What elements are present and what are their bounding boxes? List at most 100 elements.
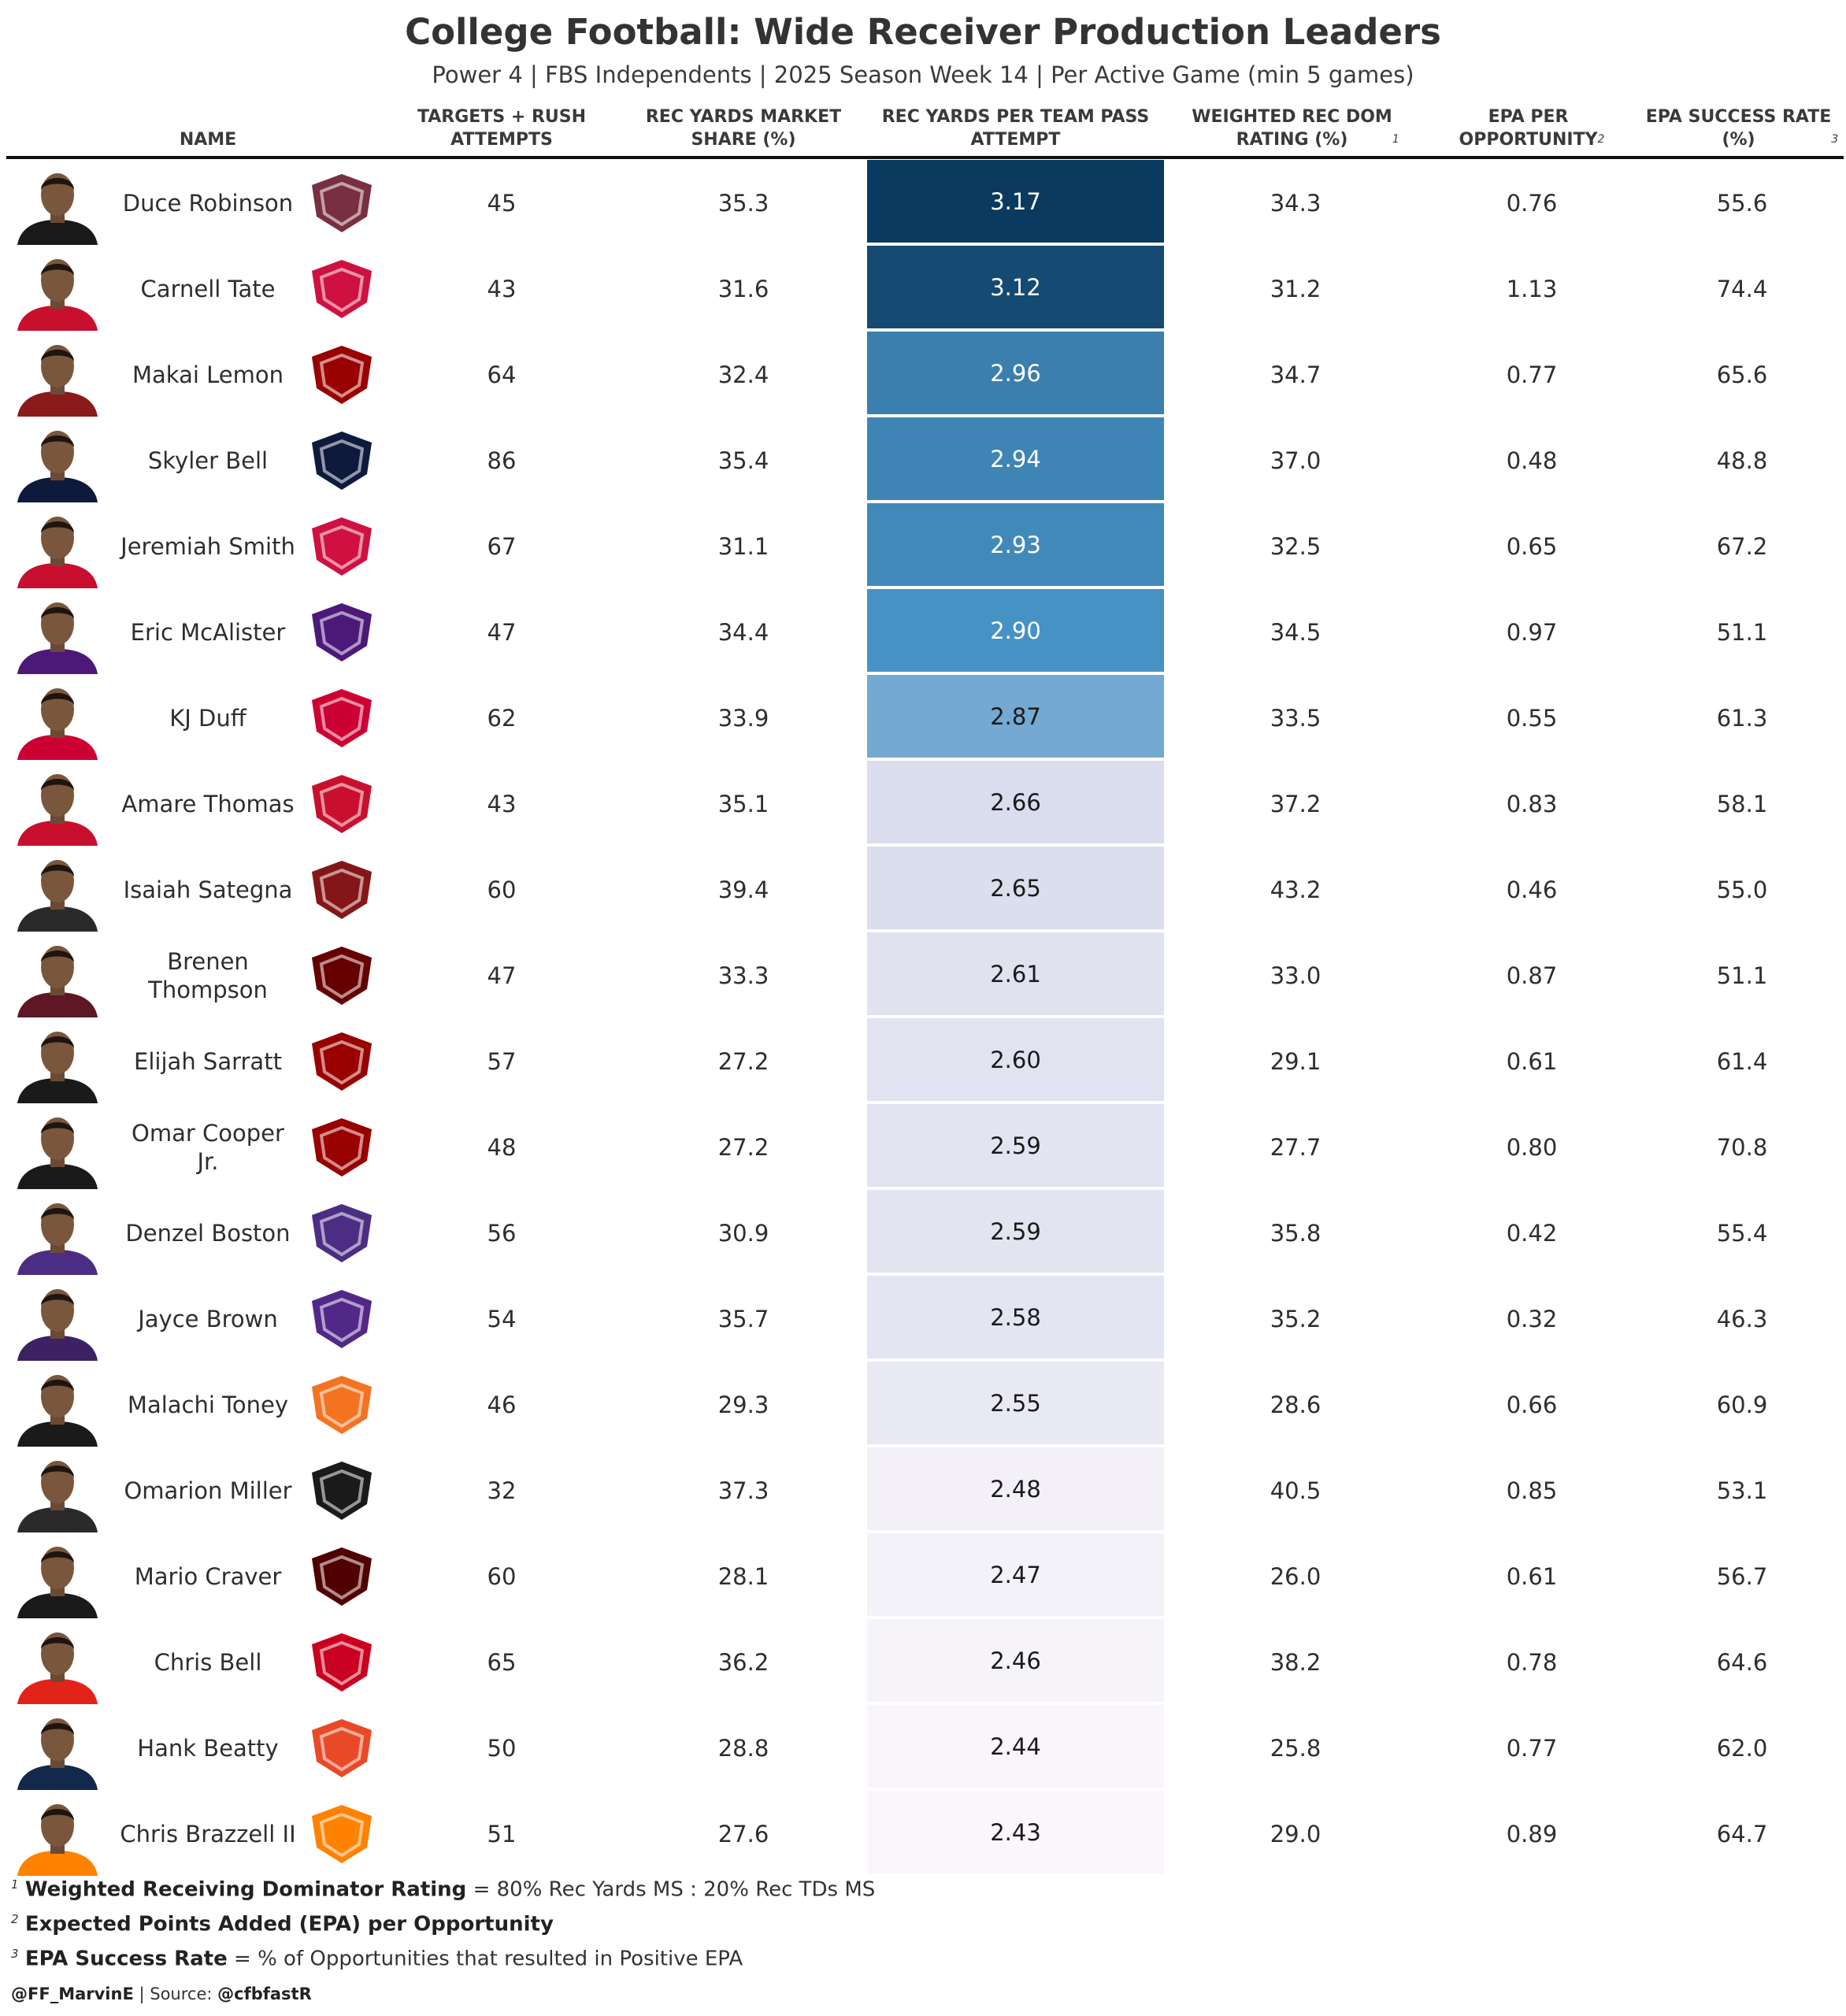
- heatmap-cell-per-pass-attempt: 2.61: [867, 932, 1164, 1015]
- footnote-3-mark: 3: [11, 1947, 19, 1961]
- cell-targets: 67: [487, 532, 517, 560]
- column-header-per-pass-attempt: REC YARDS PER TEAM PASS ATTEMPT: [867, 106, 1164, 151]
- player-name: Skyler Bell: [147, 447, 269, 474]
- player-name: Chris Bell: [154, 1648, 262, 1676]
- cell-success-rate: 53.1: [1716, 1477, 1768, 1504]
- player-headshot-icon: [17, 1032, 98, 1103]
- cell-market-share: 37.3: [717, 1477, 769, 1504]
- team-logo-icon: [312, 1719, 372, 1777]
- cell-market-share: 36.2: [717, 1648, 769, 1676]
- column-header-epa-per-opportunity-label: EPA PER OPPORTUNITY: [1459, 107, 1598, 150]
- team-logo-icon: [312, 947, 372, 1005]
- column-header-success-rate: EPA SUCCESS RATE (%) 3: [1638, 106, 1846, 151]
- cell-targets: 57: [487, 1047, 517, 1075]
- table-row: Hank Beatty 50 28.8 25.8 0.77 62.0 2.44: [0, 1705, 1846, 1791]
- player-name: Carnell Tate: [140, 275, 276, 302]
- team-logo-icon: [312, 1462, 372, 1520]
- cell-market-share: 28.8: [717, 1734, 769, 1762]
- player-headshot-icon: [17, 517, 98, 588]
- player-name: Omarion Miller: [124, 1477, 292, 1504]
- cell-targets: 48: [487, 1133, 517, 1161]
- cell-success-rate: 55.6: [1716, 189, 1768, 217]
- column-header-success-rate-label: EPA SUCCESS RATE (%): [1645, 107, 1832, 150]
- footnote-3-text: = % of Opportunities that resulted in Po…: [227, 1947, 743, 1971]
- cell-market-share: 39.4: [717, 876, 769, 903]
- cell-targets: 50: [487, 1734, 517, 1762]
- cell-dom-rating: 38.2: [1270, 1648, 1321, 1676]
- table-row: Carnell Tate 43 31.6 31.2 1.13 74.4 3.12: [0, 246, 1846, 332]
- player-name: Jayce Brown: [138, 1305, 278, 1332]
- heatmap-cell-per-pass-attempt: 2.87: [867, 675, 1164, 758]
- heatmap-cell-per-pass-attempt: 2.96: [867, 332, 1164, 414]
- cell-market-share: 35.1: [717, 790, 769, 817]
- player-name: Omar Cooper Jr.: [132, 1119, 284, 1175]
- player-headshot-icon: [17, 1375, 98, 1447]
- team-logo-icon: [312, 1805, 372, 1863]
- header-rule: [6, 156, 1844, 159]
- credit-source: @cfbfastR: [217, 1984, 312, 2003]
- cell-success-rate: 67.2: [1716, 532, 1768, 560]
- heatmap-cell-per-pass-attempt: 2.94: [867, 417, 1164, 500]
- cell-market-share: 35.3: [717, 189, 769, 217]
- cell-dom-rating: 31.2: [1270, 275, 1321, 302]
- team-logo-icon: [312, 1547, 372, 1606]
- cell-dom-rating: 29.0: [1270, 1820, 1321, 1847]
- cell-epa-per-opp: 0.89: [1506, 1820, 1558, 1847]
- cell-dom-rating: 37.2: [1270, 790, 1321, 817]
- cell-targets: 64: [487, 361, 517, 388]
- cell-dom-rating: 33.0: [1270, 962, 1321, 989]
- cell-success-rate: 60.9: [1716, 1391, 1768, 1418]
- table-row: Elijah Sarratt 57 27.2 29.1 0.61 61.4 2.60: [0, 1018, 1846, 1104]
- cell-epa-per-opp: 0.42: [1506, 1219, 1558, 1247]
- player-headshot-icon: [17, 860, 98, 932]
- column-header-epa-per-opportunity: EPA PER OPPORTUNITY 2: [1425, 106, 1638, 151]
- team-logo-icon: [312, 174, 372, 232]
- cell-epa-per-opp: 0.85: [1506, 1477, 1558, 1504]
- player-name: Duce Robinson: [122, 189, 294, 217]
- player-name: Elijah Sarratt: [134, 1047, 282, 1075]
- table-row: Isaiah Sategna 60 39.4 43.2 0.46 55.0 2.65: [0, 847, 1846, 932]
- cell-targets: 65: [487, 1648, 517, 1676]
- player-name: KJ Duff: [169, 704, 247, 732]
- player-headshot-icon: [17, 774, 98, 846]
- cell-dom-rating: 43.2: [1270, 876, 1321, 903]
- cell-dom-rating: 35.8: [1270, 1219, 1321, 1247]
- table-row: Chris Brazzell II 51 27.6 29.0 0.89 64.7 2.43: [0, 1791, 1846, 1877]
- team-logo-icon: [312, 861, 372, 919]
- player-name: Hank Beatty: [137, 1734, 279, 1762]
- cell-success-rate: 65.6: [1716, 361, 1768, 388]
- cell-targets: 51: [487, 1820, 517, 1847]
- cell-success-rate: 62.0: [1716, 1734, 1768, 1762]
- cell-dom-rating: 27.7: [1270, 1133, 1321, 1161]
- cell-success-rate: 48.8: [1716, 447, 1768, 474]
- team-logo-icon: [312, 517, 372, 576]
- player-name: Brenen Thompson: [148, 947, 268, 1003]
- heatmap-cell-per-pass-attempt: 2.47: [867, 1533, 1164, 1616]
- cell-targets: 32: [487, 1477, 517, 1504]
- column-header-targets-label: TARGETS + RUSH ATTEMPTS: [417, 107, 587, 150]
- team-logo-icon: [312, 432, 372, 490]
- cell-targets: 47: [487, 962, 517, 989]
- credit-handle: @FF_MarvinE: [11, 1984, 134, 2003]
- cell-market-share: 27.2: [717, 1133, 769, 1161]
- table-row: Jeremiah Smith 67 31.1 32.5 0.65 67.2 2.93: [0, 503, 1846, 589]
- player-headshot-icon: [17, 345, 98, 417]
- cell-epa-per-opp: 0.66: [1506, 1391, 1558, 1418]
- heatmap-cell-per-pass-attempt: 3.12: [867, 246, 1164, 328]
- heatmap-cell-per-pass-attempt: 2.90: [867, 589, 1164, 672]
- footnote-marker-3: 3: [1831, 133, 1839, 146]
- footnote-1-text: = 80% Rec Yards MS : 20% Rec TDs MS: [466, 1877, 876, 1902]
- player-headshot-icon: [17, 1289, 98, 1361]
- cell-market-share: 32.4: [717, 361, 769, 388]
- cell-market-share: 27.6: [717, 1820, 769, 1847]
- heatmap-cell-per-pass-attempt: 2.58: [867, 1276, 1164, 1358]
- table-row: Brenen Thompson 47 33.3 33.0 0.87 51.1 2.61: [0, 932, 1846, 1018]
- cell-targets: 60: [487, 876, 517, 903]
- table-row: Mario Craver 60 28.1 26.0 0.61 56.7 2.47: [0, 1533, 1846, 1619]
- cell-market-share: 31.6: [717, 275, 769, 302]
- cell-epa-per-opp: 0.87: [1506, 962, 1558, 989]
- cell-epa-per-opp: 0.61: [1506, 1562, 1558, 1590]
- cell-dom-rating: 33.5: [1270, 704, 1321, 732]
- heatmap-cell-per-pass-attempt: 2.93: [867, 503, 1164, 586]
- cell-success-rate: 55.4: [1716, 1219, 1768, 1247]
